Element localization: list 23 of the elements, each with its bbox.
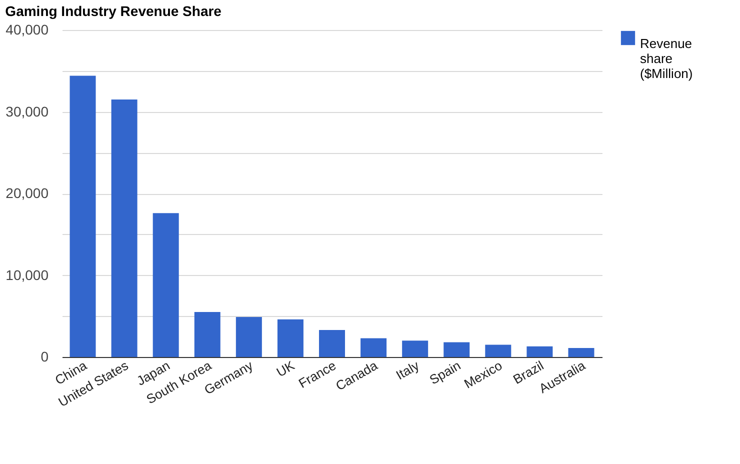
bar xyxy=(236,316,262,357)
y-tick-label: 40,000 xyxy=(6,22,49,38)
bar xyxy=(568,348,594,357)
y-tick-label: 20,000 xyxy=(6,185,49,201)
legend-label: Revenue share ($Million) xyxy=(640,36,693,81)
chart-title: Gaming Industry Revenue Share xyxy=(5,3,222,19)
bar xyxy=(526,346,553,357)
bar xyxy=(485,344,512,357)
bar xyxy=(444,342,470,357)
bar xyxy=(319,330,345,357)
bar xyxy=(277,319,304,357)
bar xyxy=(152,213,179,357)
bar xyxy=(360,338,387,357)
bar xyxy=(111,99,138,357)
y-tick-label: 0 xyxy=(40,348,49,364)
x-tick-label: Spain xyxy=(426,358,464,388)
x-tick-label: UK xyxy=(274,358,298,380)
bar xyxy=(194,312,220,357)
bar xyxy=(402,340,428,357)
y-tick-label: 30,000 xyxy=(6,103,49,120)
y-tick-label: 10,000 xyxy=(6,266,49,283)
bar xyxy=(70,76,96,357)
x-tick-label: Italy xyxy=(393,358,422,383)
